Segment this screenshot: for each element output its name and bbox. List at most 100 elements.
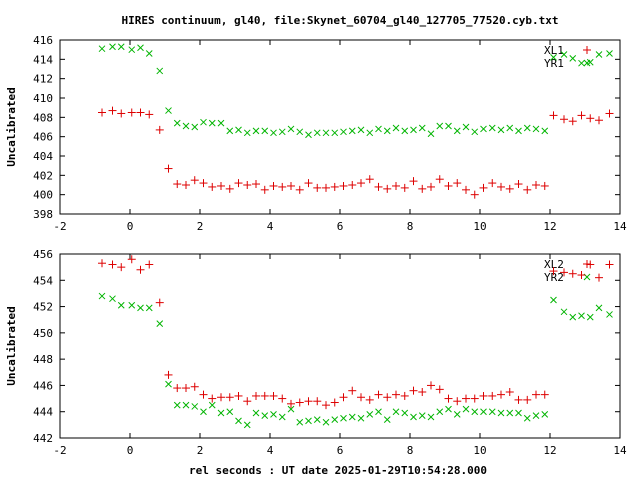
top-yr1-point	[560, 51, 568, 58]
top-xl1-point	[532, 181, 540, 189]
bottom-panel: Uncalibrated XL2 YR2 -2 0 2 4 6 8 10 12 14 442 444…	[5, 248, 627, 457]
bottom-x-tick-label: 4	[267, 444, 274, 457]
bottom-xl2-point	[145, 260, 154, 269]
bottom-yr2-point	[128, 301, 136, 309]
bottom-xl2-point	[595, 273, 603, 282]
bottom-yr2-point	[98, 292, 106, 300]
top-yr1-point	[200, 118, 207, 126]
top-xl1-point	[145, 110, 154, 119]
bottom-xl2-point	[514, 395, 523, 404]
top-x-tick-label: -2	[53, 220, 66, 233]
top-xl1-point	[313, 183, 322, 192]
top-y-tick-label: 408	[33, 111, 53, 124]
bottom-yr2-point	[471, 408, 479, 416]
top-xl1-point	[330, 182, 339, 191]
top-xl1-point	[540, 181, 549, 190]
bottom-legend-label-0: XL2	[544, 258, 564, 271]
bottom-yr2-point	[145, 304, 153, 312]
bottom-yr2-point	[217, 409, 225, 417]
top-y-tick-label: 402	[33, 169, 53, 182]
bottom-plot-frame	[59, 253, 621, 439]
bottom-xl2-point	[199, 390, 208, 399]
top-xl1-point	[392, 181, 400, 190]
bottom-yr2-point	[480, 408, 487, 416]
top-x-tick-label: 14	[613, 220, 627, 233]
bottom-xl2-point	[173, 384, 182, 393]
top-xl1-point	[278, 182, 287, 191]
bottom-xl2-point	[409, 386, 418, 395]
top-yr1-point	[375, 125, 382, 133]
bottom-yr2-point	[200, 408, 207, 416]
top-yr1-point	[427, 130, 435, 138]
bottom-xl2-point	[577, 271, 586, 280]
bottom-yr2-point	[109, 295, 116, 303]
top-yr1-point	[156, 67, 164, 75]
top-yr1-point	[497, 126, 505, 134]
top-xl1-point	[488, 179, 497, 188]
bottom-xl2-point	[488, 391, 497, 400]
top-xl1-point	[348, 181, 357, 189]
top-xl1-point	[164, 164, 173, 173]
top-x-tick-label: 2	[197, 220, 204, 233]
bottom-xl2-point	[182, 384, 190, 393]
top-xl1-point	[577, 111, 586, 120]
top-xl1-point	[505, 184, 514, 193]
top-yr1-point	[410, 126, 417, 134]
bottom-yr2-point	[137, 304, 144, 312]
top-xl1-point	[549, 111, 558, 120]
bottom-yr2-point	[322, 418, 330, 426]
bottom-xl2-point	[155, 298, 164, 307]
bottom-yr2-point	[515, 409, 522, 417]
bottom-xl2-point	[497, 390, 505, 399]
bottom-xl2-point	[117, 263, 126, 272]
top-yr1-point	[569, 55, 577, 62]
top-yr1-point	[109, 43, 116, 51]
bottom-xl2-point	[374, 390, 383, 399]
top-y-axis-label: Uncalibrated	[5, 87, 18, 166]
bottom-yr2-point	[392, 408, 400, 416]
top-xl1-point	[304, 179, 313, 188]
top-xl1-point	[497, 182, 505, 191]
top-xl1-point	[234, 179, 243, 188]
bottom-y-tick-label: 444	[33, 406, 53, 419]
top-xl1-point	[560, 115, 568, 124]
bottom-xl2-point	[108, 260, 117, 269]
bottom-yr2-point	[453, 410, 461, 418]
bottom-xl2-point	[365, 395, 374, 404]
top-yr1-point	[532, 125, 540, 133]
bottom-yr2-point	[410, 413, 417, 421]
top-yr1-point	[523, 124, 531, 132]
bottom-xl2-point	[427, 381, 435, 390]
bottom-yr2-point	[506, 409, 514, 417]
top-yr1-point	[165, 107, 172, 114]
bottom-yr2-point	[550, 296, 557, 304]
top-xl1-point	[173, 180, 182, 189]
top-series-yr1	[98, 43, 613, 139]
top-yr1-point	[235, 126, 242, 134]
top-yr1-point	[252, 127, 260, 135]
bottom-xl2-point	[400, 391, 409, 400]
bottom-xl2-point	[330, 398, 339, 407]
bottom-xl2-point	[322, 401, 330, 410]
bottom-xl2-point	[418, 388, 427, 396]
bottom-xl2-point	[269, 391, 278, 400]
top-xl1-point	[357, 179, 365, 188]
top-yr1-point	[453, 127, 461, 135]
bottom-xl2-point	[453, 397, 462, 406]
bottom-yr2-point	[523, 414, 531, 422]
top-xl1-point	[365, 175, 374, 184]
bottom-yr2-point	[235, 417, 242, 425]
top-yr1-point	[208, 119, 216, 127]
bottom-yr2-point	[560, 308, 568, 316]
bottom-xl2-point	[260, 391, 269, 400]
top-yr1-point	[392, 124, 400, 132]
top-y-tick-label: 406	[33, 131, 53, 144]
top-xl1-point	[568, 117, 577, 126]
top-xl1-point	[339, 181, 348, 190]
top-yr1-point	[366, 129, 374, 137]
top-yr1-point	[471, 128, 479, 136]
top-yr1-point	[305, 131, 312, 139]
bottom-xl2-point	[278, 394, 287, 403]
top-yr1-point	[191, 123, 199, 131]
top-yr1-point	[145, 50, 153, 57]
